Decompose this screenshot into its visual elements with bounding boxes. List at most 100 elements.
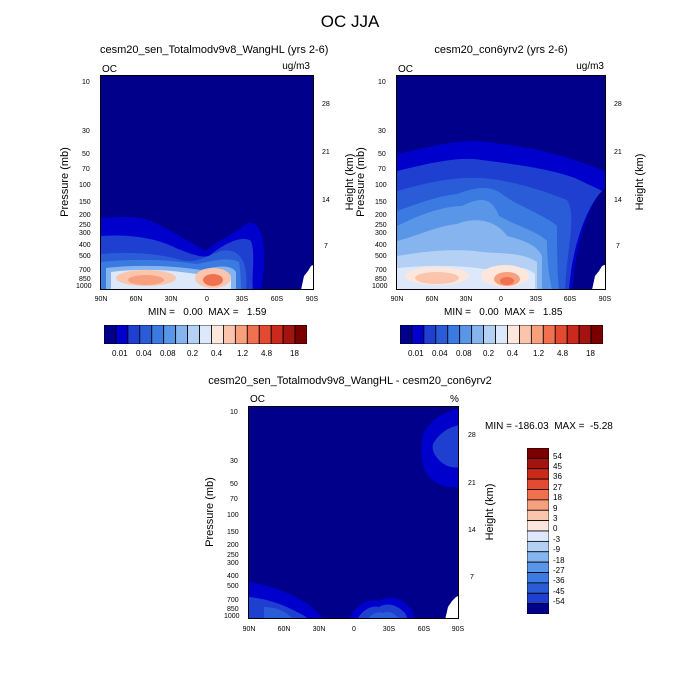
panel1-xtick: 60S — [270, 296, 284, 303]
panel2-colorbar-label: 0.01 — [408, 349, 424, 358]
colorbar-swatch — [530, 324, 544, 345]
colorbar-swatch — [526, 530, 550, 542]
colorbar-swatch — [526, 447, 550, 459]
panel3-colorbar-label: 54 — [553, 452, 562, 461]
panel1-xtick: 90S — [305, 296, 319, 303]
panel2-xtick: 60N — [425, 296, 439, 303]
panel1-colorbar-label: 0.4 — [211, 349, 223, 358]
colorbar-swatch — [282, 324, 296, 345]
colorbar-swatch — [483, 324, 496, 345]
panel1-xtick: 90N — [94, 296, 108, 303]
panel3-colorbar-label: -18 — [553, 556, 565, 565]
panel2-y2label: Height (km) — [634, 153, 646, 211]
panel1-colorbar-label: 4.8 — [261, 349, 273, 358]
panel1-colorbar-label: 0.04 — [136, 349, 152, 358]
panel3-y2tick: 28 — [468, 432, 476, 439]
panel1-xtick: 0 — [205, 296, 209, 303]
colorbar-swatch — [270, 324, 284, 345]
colorbar-swatch — [175, 324, 188, 345]
panel1-ytick: 10 — [82, 79, 90, 86]
panel2-xtick: 60S — [563, 296, 577, 303]
panel2-ylabel: Pressure (mb) — [355, 147, 367, 217]
colorbar-swatch — [526, 489, 550, 501]
panel1-colorbar-label: 1.2 — [237, 349, 249, 358]
panel3-colorbar-label: -3 — [553, 535, 561, 544]
panel1-y2tick: 14 — [322, 197, 330, 204]
panel3-ytick: 1000 — [224, 613, 240, 620]
panel1-ytick: 700 — [79, 267, 91, 274]
colorbar-swatch — [554, 324, 568, 345]
panel3-xtick: 60S — [417, 626, 431, 633]
colorbar-swatch — [234, 324, 248, 345]
panel2-y2tick: 21 — [614, 149, 622, 156]
colorbar-swatch — [519, 324, 532, 345]
panel1-ytick: 70 — [82, 166, 90, 173]
panel3-colorbar-label: -45 — [553, 587, 565, 596]
panel2-colorbar-label: 0.04 — [432, 349, 448, 358]
panel2-ytick: 850 — [375, 276, 387, 283]
panel1-y2tick: 7 — [324, 243, 328, 250]
panel3-xtick: 60N — [277, 626, 291, 633]
panel3-xtick: 0 — [352, 626, 356, 633]
panel1-ytick: 300 — [79, 230, 91, 237]
colorbar-swatch — [526, 572, 550, 584]
panel2-variable-label: OC — [398, 64, 413, 75]
panel1-colorbar-label: 0.2 — [187, 349, 199, 358]
panel1-ytick: 200 — [79, 212, 91, 219]
panel2-colorbar — [399, 324, 604, 345]
colorbar-swatch — [526, 499, 550, 511]
colorbar-swatch — [526, 603, 550, 615]
panel3-colorbar-label: 36 — [553, 472, 562, 481]
panel1-xtick: 30S — [235, 296, 249, 303]
panel2-title: cesm20_con6yrv2 (yrs 2-6) — [434, 44, 568, 56]
colorbar-swatch — [423, 324, 437, 345]
panel2-ytick: 50 — [378, 151, 386, 158]
panel3-units-label: % — [450, 394, 459, 405]
colorbar-swatch — [258, 324, 272, 345]
panel2-xtick: 90N — [390, 296, 404, 303]
panel2-xtick: 30S — [529, 296, 543, 303]
panel3-colorbar — [526, 447, 550, 615]
panel3-colorbar-boxes — [526, 447, 550, 615]
panel2-ytick: 500 — [375, 253, 387, 260]
panel3-xtick: 30N — [312, 626, 326, 633]
panel1-colorbar — [103, 324, 308, 345]
panel2-units-label: ug/m3 — [576, 61, 604, 72]
panel3-variable-label: OC — [250, 394, 265, 405]
panel2-ytick: 400 — [375, 242, 387, 249]
colorbar-swatch — [471, 324, 484, 345]
colorbar-swatch — [459, 324, 473, 345]
colorbar-swatch — [526, 582, 550, 594]
panel1-minmax: MIN = 0.00 MAX = 1.59 — [148, 307, 267, 318]
panel2-ytick: 250 — [375, 222, 387, 229]
colorbar-swatch — [435, 324, 449, 345]
panel2-ytick: 150 — [375, 199, 387, 206]
colorbar-swatch — [115, 324, 129, 345]
colorbar-swatch — [447, 324, 461, 345]
panel2-colorbar-label: 1.2 — [533, 349, 545, 358]
panel3-ytick: 100 — [227, 512, 239, 519]
panel3-ytick: 850 — [227, 606, 239, 613]
main-title: OC JJA — [320, 12, 380, 31]
colorbar-swatch — [590, 324, 604, 345]
panel2-plot-area — [396, 75, 606, 290]
panel3-y2tick: 7 — [470, 574, 474, 581]
panel3-colorbar-label: 9 — [553, 504, 558, 513]
colorbar-swatch — [163, 324, 177, 345]
colorbar-swatch — [526, 592, 550, 605]
panel1-ylabel: Pressure (mb) — [59, 147, 71, 217]
panel2-ytick: 200 — [375, 212, 387, 219]
panel2-colorbar-label: 18 — [586, 349, 595, 358]
panel1-xtick: 60N — [129, 296, 143, 303]
panel3-ytick: 500 — [227, 583, 239, 590]
colorbar-swatch — [495, 324, 508, 345]
colorbar-swatch — [199, 324, 212, 345]
colorbar-swatch — [526, 457, 550, 470]
panel1-colorbar-label: 0.08 — [160, 349, 176, 358]
panel1-ytick: 850 — [79, 276, 91, 283]
panel1-xtick: 30N — [164, 296, 178, 303]
panel1-colorbar-boxes — [103, 324, 308, 345]
panel3-xtick: 90S — [451, 626, 465, 633]
panel3-minmax: MIN = -186.03 MAX = -5.28 — [485, 421, 613, 432]
panel2-xtick: 0 — [499, 296, 503, 303]
